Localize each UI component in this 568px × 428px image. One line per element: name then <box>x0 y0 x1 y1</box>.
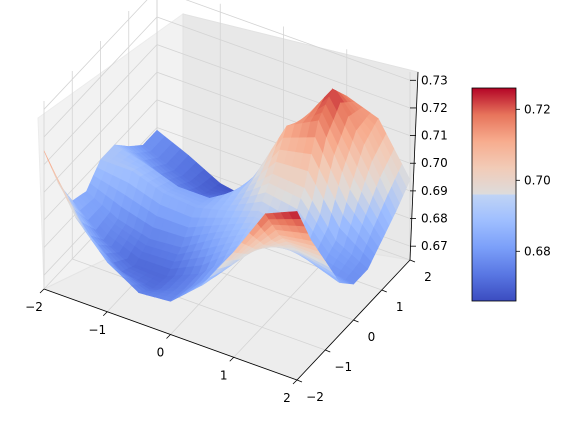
y-tick-label: −2 <box>306 390 324 404</box>
y-tick-label: 2 <box>424 270 432 284</box>
surface-face <box>288 211 301 220</box>
colorbar: 0.68 0.70 0.72 <box>471 87 551 302</box>
y-tick-mark <box>381 289 387 293</box>
colorbar-tick-label: 0.70 <box>524 173 551 187</box>
x-tick-mark <box>292 379 298 385</box>
y-gridline <box>71 71 326 351</box>
z-tick-label: 0.69 <box>421 184 448 198</box>
y-tick-label: −1 <box>334 360 352 374</box>
y-tick-mark <box>296 379 303 383</box>
z-tick-label: 0.68 <box>421 212 448 226</box>
x-tick-label: 2 <box>283 391 291 405</box>
x-tick-mark <box>166 334 171 339</box>
colorbar-ticks: 0.68 0.70 0.72 <box>516 102 551 258</box>
z-tick-label: 0.72 <box>421 101 448 115</box>
z-tick-label: 0.71 <box>421 129 448 143</box>
x-tick-mark <box>39 288 45 294</box>
y-tick-label: 1 <box>396 300 404 314</box>
z-gridline <box>43 0 411 110</box>
x-tick-mark <box>229 356 235 362</box>
z-tick-label: 0.70 <box>421 156 448 170</box>
z-tick-label: 0.73 <box>421 73 448 87</box>
z-gridline <box>43 16 411 138</box>
colorbar-gradient <box>471 87 517 302</box>
y-tick-mark <box>353 319 359 323</box>
x-axis-ticks: −2 −1 0 1 2 <box>25 288 298 405</box>
x-tick-label: 1 <box>220 368 228 382</box>
z-axis-line <box>409 71 419 261</box>
y-tick-mark <box>409 259 416 263</box>
z-tick-label: 0.67 <box>421 239 448 253</box>
y-axis-ticks: −2 −1 0 1 2 <box>296 259 432 404</box>
y-tick-mark <box>325 349 331 353</box>
colorbar-tick-label: 0.72 <box>524 102 551 116</box>
surface-mesh <box>43 88 411 302</box>
y-tick-label: 0 <box>368 330 376 344</box>
x-tick-label: −1 <box>88 323 106 337</box>
x-tick-label: −2 <box>25 300 43 314</box>
z-axis-ticks: 0.67 0.68 0.69 0.70 0.71 0.72 0.73 <box>410 73 448 253</box>
colorbar-tick-label: 0.68 <box>524 244 551 258</box>
x-tick-mark <box>102 311 108 317</box>
x-tick-label: 0 <box>157 346 165 360</box>
